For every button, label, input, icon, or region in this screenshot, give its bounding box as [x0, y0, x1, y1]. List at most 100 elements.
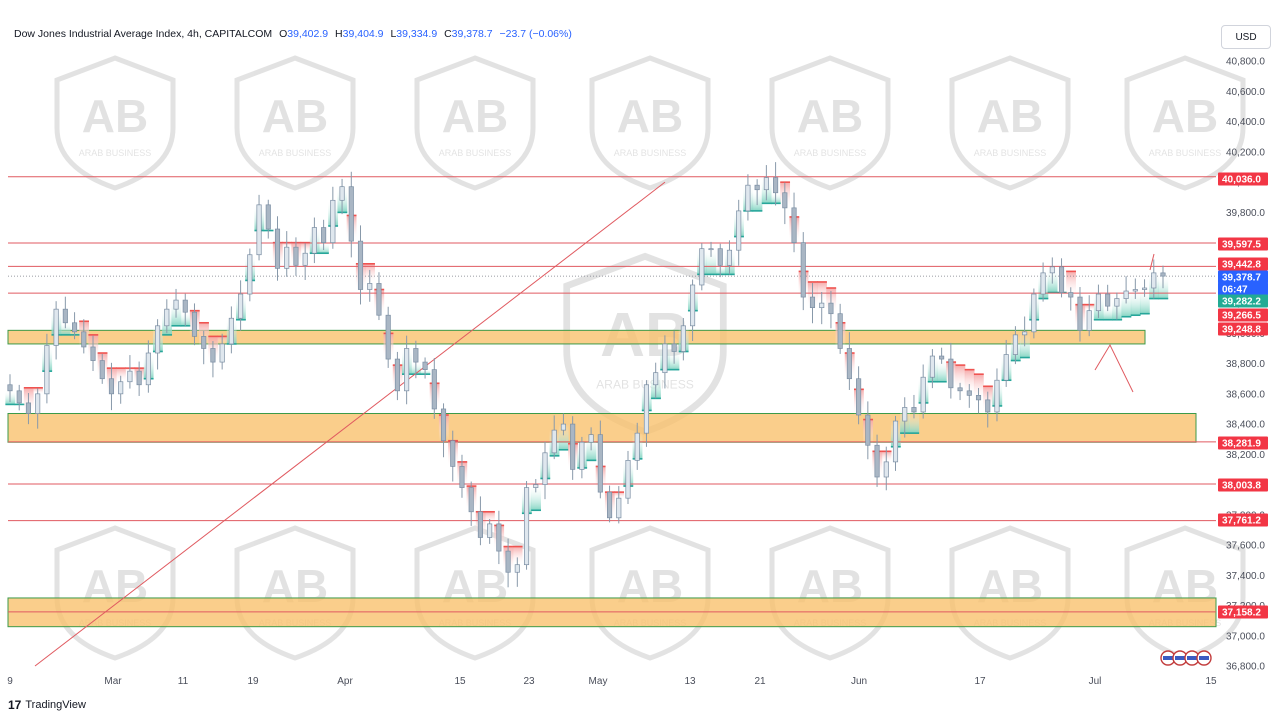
svg-text:ARAB BUSINESS: ARAB BUSINESS [794, 148, 867, 158]
watermark-2: AB ARAB BUSINESS [414, 55, 536, 191]
candle-39 [367, 269, 373, 302]
x-tick-4: Apr [337, 676, 353, 687]
candle-16 [155, 319, 161, 370]
candle-54 [505, 538, 511, 588]
candle-61 [570, 416, 576, 480]
candle-14 [136, 361, 142, 396]
candle-78 [726, 240, 733, 275]
y-tick-8: 38,400.0 [1226, 420, 1265, 431]
trail-fill-122 [1130, 289, 1141, 316]
svg-text:AB: AB [82, 90, 148, 142]
x-tick-6: 23 [523, 676, 535, 687]
candle-98 [911, 394, 917, 419]
candle-81 [754, 179, 760, 206]
x-tick-12: Jul [1089, 676, 1102, 687]
y-tick-19: 40,600.0 [1226, 87, 1265, 98]
watermark-5: AB ARAB BUSINESS [949, 55, 1071, 191]
candle-64 [597, 420, 603, 499]
candle-73 [680, 318, 686, 361]
currency-button[interactable]: USD [1221, 25, 1271, 49]
candle-31 [293, 237, 299, 276]
candle-33 [311, 217, 317, 264]
candle-32 [302, 243, 308, 280]
price-label-layer: 40,036.039,597.539,442.839,378.706:4739,… [1218, 172, 1268, 619]
svg-text:39,266.5: 39,266.5 [1222, 311, 1261, 322]
candle-11 [108, 362, 115, 411]
candle-114 [1058, 258, 1065, 298]
trail-fill-103 [955, 365, 966, 391]
candle-65 [607, 485, 613, 523]
candle-106 [985, 391, 991, 428]
svg-text:AB: AB [617, 90, 683, 142]
trail-fill-115 [1066, 271, 1076, 298]
trail-fill-123 [1139, 288, 1150, 314]
candle-109 [1012, 326, 1018, 365]
y-tick-20: 40,800.0 [1226, 57, 1265, 68]
y-tick-9: 38,600.0 [1226, 389, 1265, 400]
candle-30 [284, 231, 290, 277]
candle-125 [1160, 265, 1166, 289]
svg-text:ARAB BUSINESS: ARAB BUSINESS [259, 148, 332, 158]
candle-74 [690, 279, 696, 341]
y-axis[interactable]: 36,800.037,000.037,200.037,400.037,600.0… [1226, 57, 1265, 673]
svg-text:37,158.2: 37,158.2 [1222, 608, 1261, 619]
candle-22 [210, 341, 216, 378]
candle-36 [339, 178, 345, 215]
candle-85 [791, 192, 797, 253]
trendline [34, 181, 666, 667]
open-value: 39,402.9 [287, 28, 329, 40]
trail-fill-12 [116, 368, 126, 382]
x-tick-3: 19 [247, 676, 259, 687]
trail-fill-76 [706, 248, 717, 275]
candle-107 [994, 368, 1000, 422]
y-tick-17: 40,200.0 [1226, 147, 1265, 158]
candle-59 [551, 415, 557, 460]
candle-68 [634, 422, 640, 470]
candle-7 [72, 312, 78, 340]
candle-45 [422, 357, 428, 379]
price-label-1: 39,597.5 [1218, 237, 1268, 251]
high-label: H [335, 28, 343, 40]
candle-101 [939, 347, 945, 364]
change-value: −23.7 (−0.06%) [499, 28, 572, 40]
svg-text:39,597.5: 39,597.5 [1222, 240, 1261, 251]
candle-17 [164, 299, 170, 334]
y-tick-4: 37,600.0 [1226, 541, 1265, 552]
candle-87 [809, 283, 816, 324]
candle-50 [468, 481, 474, 526]
candle-0 [7, 374, 13, 403]
candle-5 [53, 301, 59, 360]
trail-fill-98 [909, 411, 920, 434]
candle-13 [127, 355, 133, 389]
price-label-0: 40,036.0 [1218, 172, 1268, 186]
candle-69 [643, 380, 650, 447]
projection-path [1094, 343, 1134, 393]
x-tick-2: 11 [178, 676, 189, 687]
candle-8 [81, 319, 87, 354]
candle-75 [699, 243, 705, 291]
candle-102 [948, 342, 954, 399]
candle-42 [394, 351, 400, 401]
candle-35 [330, 186, 336, 249]
candle-12 [118, 375, 124, 404]
trail-fill-119 [1103, 306, 1113, 320]
candle-113 [1049, 257, 1055, 284]
svg-text:AB: AB [262, 90, 328, 142]
candle-124 [1151, 259, 1157, 299]
candle-6 [62, 296, 68, 329]
candle-104 [966, 384, 972, 408]
chart-header: Dow Jones Industrial Average Index, 4h, … [14, 28, 572, 40]
candle-48 [450, 430, 456, 482]
tradingview-logo[interactable]: 17 TradingView [8, 698, 86, 712]
candle-41 [385, 306, 391, 368]
trail-fill-55 [512, 546, 523, 565]
candle-23 [219, 333, 225, 370]
candle-70 [653, 362, 659, 399]
candle-62 [579, 436, 585, 479]
candle-121 [1123, 276, 1129, 304]
x-axis[interactable]: 9 Mar 11 19 Apr 15 23 May 13 21 Jun 17 Jul 15 [7, 650, 1217, 687]
svg-text:AB: AB [797, 90, 863, 142]
